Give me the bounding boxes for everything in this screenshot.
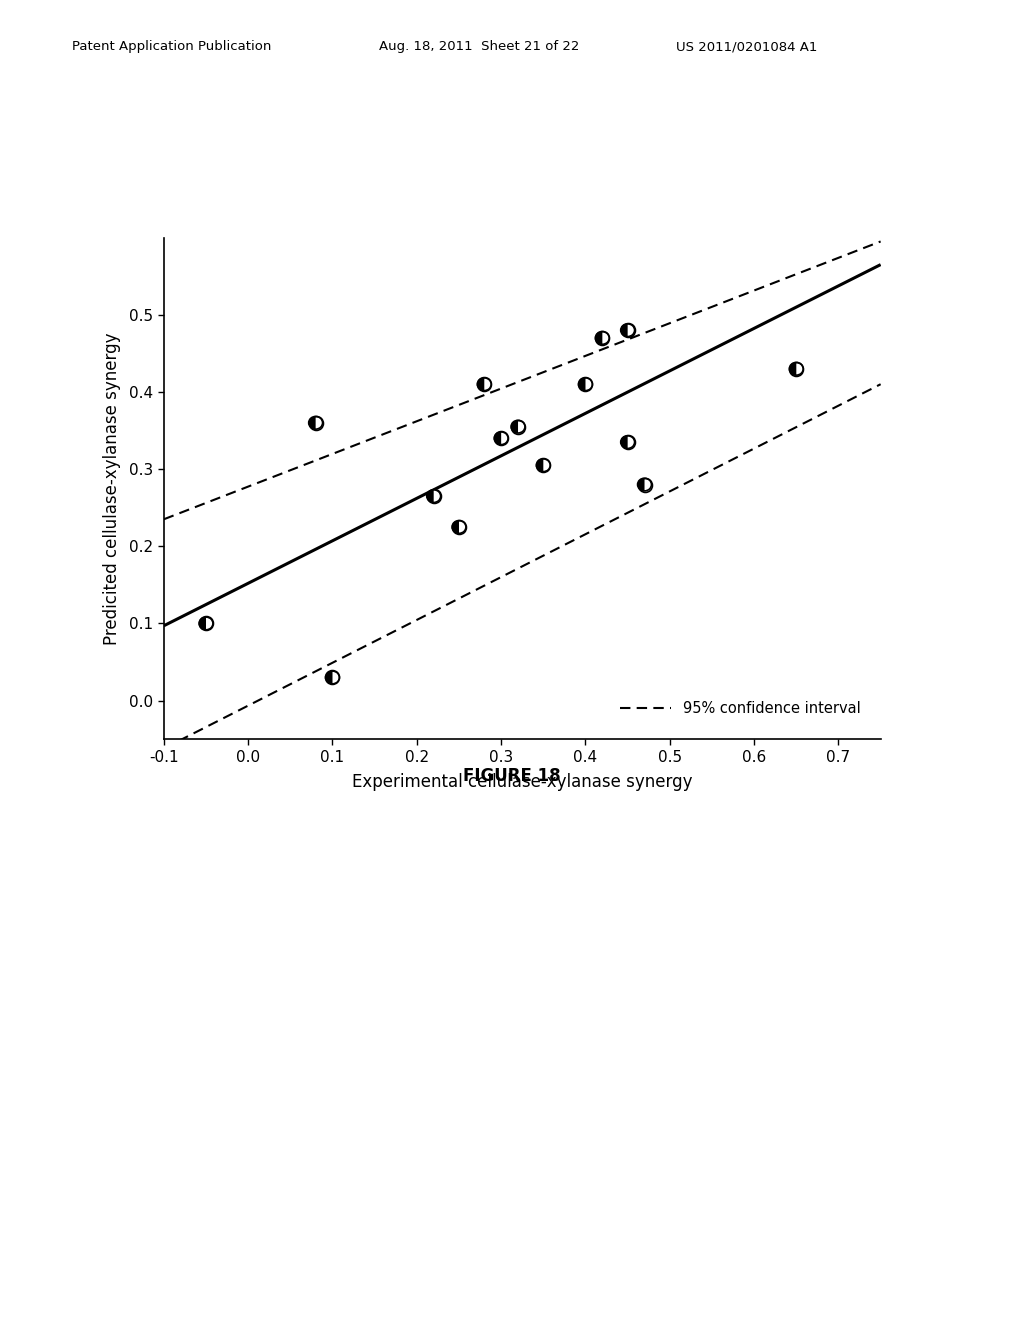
Wedge shape [427, 490, 434, 503]
Wedge shape [477, 378, 484, 391]
Wedge shape [790, 363, 797, 375]
Text: Patent Application Publication: Patent Application Publication [72, 40, 271, 53]
X-axis label: Experimental cellulase-xylanase synergy: Experimental cellulase-xylanase synergy [352, 774, 692, 791]
Wedge shape [537, 459, 544, 471]
Text: FIGURE 18: FIGURE 18 [463, 767, 561, 785]
Legend: 95% confidence interval: 95% confidence interval [614, 696, 866, 722]
Wedge shape [199, 616, 206, 630]
Text: Aug. 18, 2011  Sheet 21 of 22: Aug. 18, 2011 Sheet 21 of 22 [379, 40, 580, 53]
Y-axis label: Predicited cellulase-xylanase synergy: Predicited cellulase-xylanase synergy [102, 333, 121, 644]
Wedge shape [621, 436, 628, 449]
Wedge shape [452, 520, 459, 533]
Text: US 2011/0201084 A1: US 2011/0201084 A1 [676, 40, 817, 53]
Wedge shape [595, 331, 602, 345]
Wedge shape [579, 378, 586, 391]
Wedge shape [326, 671, 333, 684]
Wedge shape [495, 432, 501, 445]
Wedge shape [638, 478, 644, 491]
Wedge shape [308, 416, 315, 429]
Wedge shape [511, 420, 518, 433]
Wedge shape [621, 323, 628, 337]
